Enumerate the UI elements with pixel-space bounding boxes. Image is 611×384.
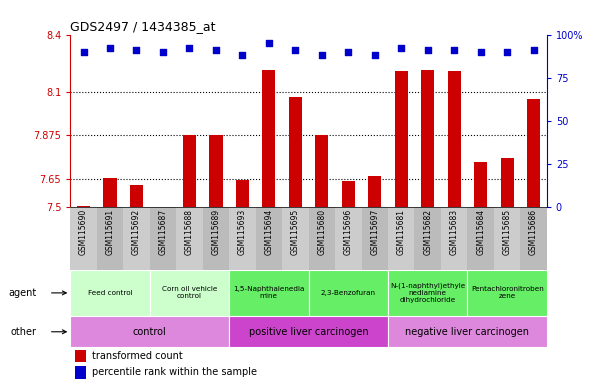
Point [131, 47, 141, 53]
Text: N-(1-naphthyl)ethyle
nediamine
dihydrochloride: N-(1-naphthyl)ethyle nediamine dihydroch… [390, 283, 466, 303]
Bar [130, 185, 143, 207]
Text: GSM115681: GSM115681 [397, 209, 406, 255]
Text: Feed control: Feed control [87, 290, 133, 296]
Point [238, 52, 247, 58]
Text: 2,3-Benzofuran: 2,3-Benzofuran [321, 290, 376, 296]
Text: GSM115695: GSM115695 [291, 209, 300, 255]
Text: 1,5-Naphthalenedia
mine: 1,5-Naphthalenedia mine [233, 286, 304, 300]
Point [264, 40, 274, 46]
Bar [103, 178, 117, 207]
Bar [494, 207, 521, 270]
Text: other: other [11, 327, 37, 337]
Bar [123, 207, 150, 270]
Text: positive liver carcinogen: positive liver carcinogen [249, 327, 368, 337]
Bar [309, 207, 335, 270]
Text: GSM115686: GSM115686 [529, 209, 538, 255]
Text: GSM115684: GSM115684 [476, 209, 485, 255]
Text: GSM115693: GSM115693 [238, 209, 247, 255]
Text: GSM115691: GSM115691 [106, 209, 114, 255]
Text: GSM115694: GSM115694 [265, 209, 273, 255]
Point [290, 47, 300, 53]
Text: GSM115687: GSM115687 [158, 209, 167, 255]
Bar [368, 176, 381, 207]
Bar [255, 207, 282, 270]
Bar [342, 182, 355, 207]
Bar [467, 207, 494, 270]
Bar [388, 270, 467, 316]
Bar [362, 207, 388, 270]
Point [317, 52, 327, 58]
Text: GSM115685: GSM115685 [503, 209, 511, 255]
Text: control: control [133, 327, 167, 337]
Text: GSM115692: GSM115692 [132, 209, 141, 255]
Bar [229, 270, 309, 316]
Text: transformed count: transformed count [92, 351, 183, 361]
Text: Pentachloronitroben
zene: Pentachloronitroben zene [470, 286, 544, 300]
Bar [75, 366, 86, 379]
Bar [388, 316, 547, 347]
Bar [203, 207, 229, 270]
Point [105, 45, 115, 51]
Text: GSM115683: GSM115683 [450, 209, 459, 255]
Bar [183, 136, 196, 207]
Bar [236, 180, 249, 207]
Text: GSM115696: GSM115696 [344, 209, 353, 255]
Point [343, 49, 353, 55]
Text: GSM115690: GSM115690 [79, 209, 88, 255]
Point [397, 45, 406, 51]
Bar [467, 270, 547, 316]
Bar [388, 207, 414, 270]
Point [211, 47, 221, 53]
Bar [75, 349, 86, 362]
Text: agent: agent [9, 288, 37, 298]
Bar [70, 270, 150, 316]
Bar [209, 136, 222, 207]
Text: GSM115680: GSM115680 [317, 209, 326, 255]
Bar [289, 97, 302, 207]
Point [185, 45, 194, 51]
Point [502, 49, 512, 55]
Bar [414, 207, 441, 270]
Text: percentile rank within the sample: percentile rank within the sample [92, 367, 257, 377]
Point [79, 49, 89, 55]
Text: GSM115697: GSM115697 [370, 209, 379, 255]
Bar [150, 207, 176, 270]
Bar [335, 207, 362, 270]
Point [449, 47, 459, 53]
Bar [309, 270, 388, 316]
Bar [521, 207, 547, 270]
Bar [97, 207, 123, 270]
Bar [70, 207, 97, 270]
Bar [70, 316, 229, 347]
Point [476, 49, 486, 55]
Bar [421, 70, 434, 207]
Bar [229, 316, 388, 347]
Bar [262, 70, 276, 207]
Text: negative liver carcinogen: negative liver carcinogen [406, 327, 529, 337]
Text: Corn oil vehicle
control: Corn oil vehicle control [162, 286, 217, 300]
Point [158, 49, 168, 55]
Bar [474, 162, 488, 207]
Text: GSM115688: GSM115688 [185, 209, 194, 255]
Point [529, 47, 538, 53]
Point [370, 52, 379, 58]
Point [423, 47, 433, 53]
Bar [500, 159, 514, 207]
Bar [395, 71, 408, 207]
Bar [282, 207, 309, 270]
Text: GSM115689: GSM115689 [211, 209, 221, 255]
Bar [441, 207, 467, 270]
Bar [176, 207, 203, 270]
Text: GSM115682: GSM115682 [423, 209, 432, 255]
Bar [315, 136, 329, 207]
Text: GDS2497 / 1434385_at: GDS2497 / 1434385_at [70, 20, 216, 33]
Bar [229, 207, 255, 270]
Bar [447, 71, 461, 207]
Bar [150, 270, 229, 316]
Bar [527, 99, 540, 207]
